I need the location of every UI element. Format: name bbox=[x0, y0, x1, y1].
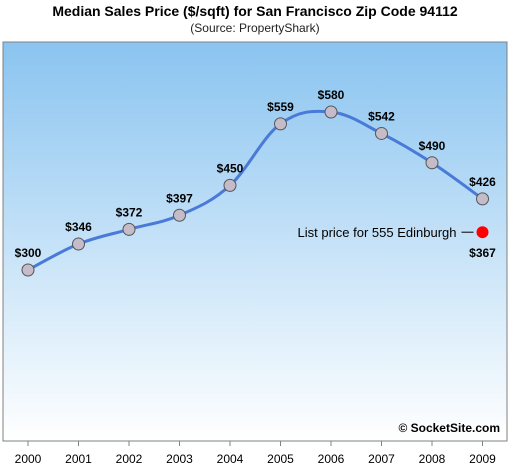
data-point-2007 bbox=[375, 126, 388, 140]
data-point-2004 bbox=[223, 178, 237, 192]
annotation-point bbox=[476, 226, 489, 239]
x-tick-label-2005: 2005 bbox=[267, 452, 294, 466]
data-point-2003 bbox=[173, 208, 186, 222]
x-tick-label-2000: 2000 bbox=[15, 452, 42, 466]
data-label-2000: $300 bbox=[15, 246, 42, 260]
x-tick-label-2003: 2003 bbox=[166, 452, 193, 466]
data-label-2002: $372 bbox=[116, 205, 143, 219]
x-tick-label-2008: 2008 bbox=[419, 452, 446, 466]
data-point-2001 bbox=[72, 237, 85, 251]
series-points bbox=[21, 105, 489, 277]
data-point-2005 bbox=[274, 117, 287, 131]
series-line bbox=[26, 109, 484, 272]
x-tick-label-2009: 2009 bbox=[469, 452, 496, 466]
data-point-2008 bbox=[425, 156, 439, 170]
x-axis-tick-labels: 2000 2001 2002 2003 2004 2005 2006 2007 2008 2009 bbox=[15, 452, 497, 466]
annotation-label: List price for 555 Edinburgh bbox=[298, 225, 457, 240]
data-label-2008: $490 bbox=[419, 139, 446, 153]
data-label-2007: $542 bbox=[368, 109, 395, 123]
value-labels: $300 $346 $372 $397 $450 $559 $580 $542 $490 $426 bbox=[15, 88, 497, 260]
data-label-2009: $426 bbox=[469, 175, 496, 189]
annotation: List price for 555 Edinburgh $367 bbox=[298, 225, 497, 260]
data-label-2005: $559 bbox=[267, 100, 294, 114]
x-tick-label-2007: 2007 bbox=[368, 452, 395, 466]
data-point-2009 bbox=[476, 192, 489, 206]
watermark: © SocketSite.com bbox=[398, 421, 500, 435]
annotation-value-label: $367 bbox=[469, 246, 496, 260]
data-label-2004: $450 bbox=[217, 161, 244, 175]
data-point-2000 bbox=[21, 263, 35, 277]
data-point-2002 bbox=[122, 222, 136, 236]
chart-subtitle: (Source: PropertyShark) bbox=[190, 21, 320, 35]
data-label-2006: $580 bbox=[318, 88, 345, 102]
x-tick-label-2002: 2002 bbox=[116, 452, 143, 466]
x-axis-ticks bbox=[27, 441, 483, 446]
data-label-2001: $346 bbox=[65, 220, 92, 234]
data-label-2003: $397 bbox=[166, 191, 193, 205]
data-point-2006 bbox=[324, 105, 338, 119]
x-tick-label-2001: 2001 bbox=[65, 452, 92, 466]
chart-title: Median Sales Price ($/sqft) for San Fran… bbox=[52, 3, 458, 19]
x-tick-label-2004: 2004 bbox=[217, 452, 244, 466]
x-tick-label-2006: 2006 bbox=[318, 452, 345, 466]
